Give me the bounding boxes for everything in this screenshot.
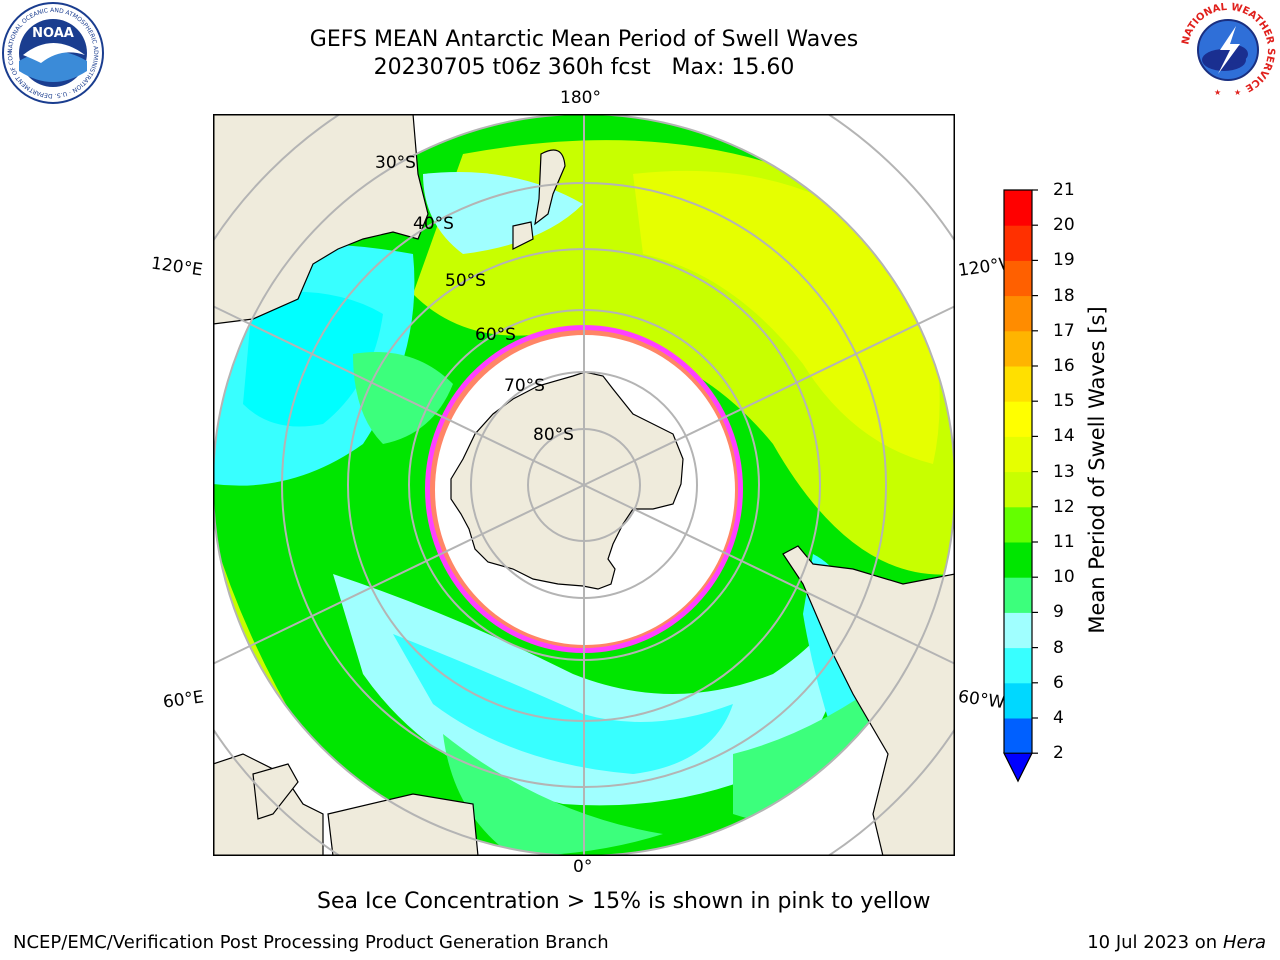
- colorbar-segment: [1004, 718, 1032, 754]
- nws-logo: NATIONAL WEATHER SERVICE ★ ★: [1180, 2, 1276, 98]
- colorbar-segment: [1004, 612, 1032, 649]
- noaa-logo: NATIONAL OCEANIC AND ATMOSPHERIC ADMINIS…: [1, 1, 104, 104]
- continents: [213, 114, 955, 856]
- colorbar-segment: [1004, 401, 1032, 437]
- colorbar-tick-label: 9: [1053, 602, 1064, 623]
- lat-label-80s: 80°S: [533, 425, 574, 445]
- colorbar-tick-label: 16: [1053, 356, 1075, 376]
- colorbar-tick-label: 17: [1053, 320, 1075, 341]
- host-name: Hera: [1222, 932, 1266, 953]
- colorbar-tick-label: 14: [1053, 426, 1075, 447]
- date-label: 10 Jul 2023 on: [1087, 932, 1223, 953]
- colorbar-segment: [1004, 225, 1032, 261]
- lat-label-30s: 30°S: [375, 153, 416, 173]
- colorbar-segment: [1004, 682, 1032, 719]
- noaa-logo-text: NOAA: [32, 26, 74, 41]
- lat-label-60s: 60°S: [475, 325, 516, 345]
- svg-text:★: ★: [1214, 88, 1221, 97]
- colorbar-tick-label: 10: [1053, 567, 1075, 588]
- svg-text:★: ★: [1234, 88, 1241, 97]
- graticule: [213, 114, 955, 856]
- colorbar-segment: [1004, 295, 1032, 332]
- colorbar-segment: [1004, 542, 1032, 578]
- colorbar-label: Mean Period of Swell Waves [s]: [1085, 306, 1109, 634]
- colorbar-segment: [1004, 330, 1032, 367]
- colorbar-segment: [1004, 647, 1032, 684]
- colorbar-segment: [1004, 190, 1032, 226]
- colorbar-segment: [1004, 260, 1032, 297]
- colorbar-tick-label: 11: [1053, 532, 1075, 552]
- lat-label-40s: 40°S: [413, 214, 454, 234]
- colorbar-segment: [1004, 436, 1032, 473]
- colorbar-tick-label: 12: [1053, 496, 1075, 517]
- lon-label-180: 180°: [560, 88, 601, 108]
- colorbar-tick-label: 15: [1053, 391, 1075, 412]
- colorbar-tick-label: 8: [1053, 637, 1064, 658]
- colorbar-tick-label: 20: [1053, 215, 1075, 236]
- sea-ice-caption: Sea Ice Concentration > 15% is shown in …: [317, 889, 931, 914]
- colorbar-tick-label: 4: [1053, 708, 1064, 728]
- lon-label-0: 0°: [573, 857, 593, 877]
- colorbar-segment: [1004, 577, 1032, 613]
- colorbar-under-arrow: [1003, 752, 1033, 783]
- colorbar: [1003, 189, 1038, 783]
- colorbar-tick-label: 2: [1053, 743, 1064, 764]
- lon-label-120e: 120°E: [149, 253, 204, 281]
- colorbar-segment: [1004, 366, 1032, 402]
- credit-text: NCEP/EMC/Verification Post Processing Pr…: [13, 932, 609, 953]
- lat-label-50s: 50°S: [445, 271, 486, 291]
- colorbar-segment: [1004, 506, 1032, 543]
- colorbar-tick-label: 18: [1053, 285, 1075, 306]
- lon-label-60e: 60°E: [161, 687, 206, 713]
- colorbar-tick-label: 19: [1053, 250, 1075, 271]
- chart-subtitle: 20230705 t06z 360h fcst Max: 15.60: [373, 55, 795, 80]
- colorbar-segment: [1004, 471, 1032, 508]
- colorbar-tick-label: 6: [1053, 672, 1064, 693]
- lat-label-70s: 70°S: [504, 376, 545, 396]
- colorbar-tick-label: 13: [1053, 461, 1075, 482]
- colorbar-tick-label: 21: [1053, 180, 1075, 200]
- chart-title: GEFS MEAN Antarctic Mean Period of Swell…: [309, 27, 859, 52]
- map-canvas: 30°S 40°S 50°S 60°S 70°S 80°S: [213, 114, 955, 856]
- date-text: 10 Jul 2023 on Hera: [1087, 932, 1266, 953]
- antarctica-land: [450, 371, 684, 590]
